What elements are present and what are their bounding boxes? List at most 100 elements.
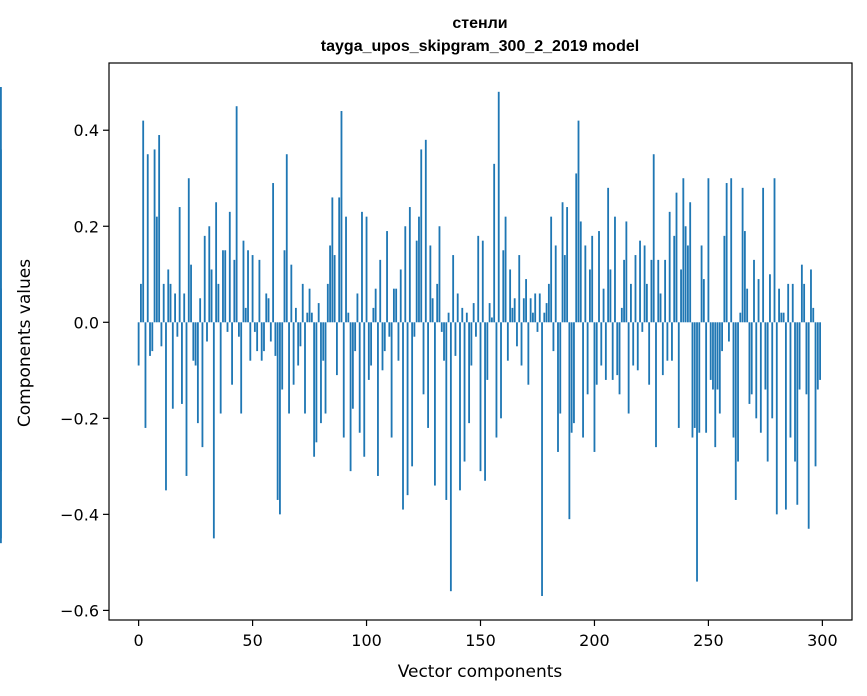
bar-34 (215, 202, 218, 323)
bar-127 (427, 322, 429, 428)
bar-undefined (0, 322, 2, 472)
bar-128 (429, 245, 432, 323)
bar-230 (661, 322, 664, 376)
bar-237 (677, 322, 680, 428)
bar-247 (700, 245, 703, 323)
bar-200 (593, 322, 596, 452)
bar-293 (805, 322, 808, 395)
bar-23 (190, 264, 192, 323)
bar-7 (153, 149, 156, 323)
bar-286 (789, 322, 792, 438)
bar-248 (702, 279, 705, 323)
y-axis-ticks: −0.6 −0.4 −0.2 0.0 0.2 0.4 (60, 121, 109, 620)
bar-288 (794, 322, 796, 462)
bar-10 (160, 322, 163, 347)
bar-63 (281, 322, 284, 390)
bar-229 (659, 293, 662, 323)
bar-25 (194, 322, 197, 366)
bar-73 (304, 322, 306, 414)
bar-49 (249, 322, 252, 361)
bar-24 (192, 322, 195, 361)
bar-266 (743, 231, 746, 323)
bar-277 (769, 274, 771, 323)
bar-18 (178, 207, 181, 323)
bar-84 (329, 245, 331, 323)
bar-228 (657, 259, 660, 323)
bar-227 (655, 322, 657, 448)
bar-1 (140, 283, 142, 323)
bar-51 (253, 322, 256, 332)
bar-190 (570, 322, 573, 433)
bar-222 (643, 245, 646, 323)
bar-181 (550, 216, 553, 323)
x-tick-label: 50 (242, 631, 262, 650)
bar-119 (408, 207, 411, 323)
bar-undefined (0, 288, 2, 323)
bar-19 (181, 322, 183, 404)
bar-105 (377, 322, 379, 476)
bar-81 (322, 322, 325, 361)
bar-undefined (0, 307, 2, 323)
bar-60 (274, 322, 277, 356)
bar-undefined (0, 322, 2, 395)
bar-196 (584, 245, 587, 323)
bar-283 (782, 312, 785, 323)
bar-66 (288, 322, 290, 414)
bar-145 (468, 322, 471, 424)
bar-11 (162, 283, 165, 323)
bar-258 (725, 183, 728, 323)
bar-160 (502, 250, 505, 323)
bar-279 (773, 178, 776, 323)
bar-135 (445, 322, 448, 500)
bar-272 (757, 279, 760, 323)
bar-65 (285, 154, 288, 323)
bar-209 (614, 216, 616, 323)
bar-142 (461, 307, 464, 323)
bar-106 (379, 259, 382, 323)
bar-287 (791, 283, 794, 323)
bar-6 (151, 322, 154, 352)
bar-198 (588, 269, 591, 323)
bar-195 (582, 322, 584, 438)
bar-213 (623, 259, 625, 323)
bar-102 (370, 322, 373, 366)
bar-151 (481, 240, 484, 323)
bar-273 (759, 322, 762, 433)
bar-92 (347, 312, 350, 323)
bar-289 (796, 322, 799, 505)
bar-87 (336, 322, 338, 376)
bar-80 (320, 322, 322, 424)
bar-158 (497, 91, 500, 323)
bar-202 (598, 231, 600, 323)
bar-177 (541, 322, 543, 596)
bar-179 (545, 303, 548, 323)
bar-285 (787, 283, 790, 323)
bar-95 (354, 322, 357, 352)
x-tick-label: 200 (579, 631, 610, 650)
bar-264 (739, 312, 742, 323)
bar-244 (693, 322, 696, 428)
bar-284 (784, 322, 787, 510)
bar-76 (310, 312, 313, 323)
bar-184 (557, 322, 559, 452)
bar-231 (664, 259, 667, 323)
bar-138 (452, 255, 455, 323)
bar-275 (764, 322, 767, 390)
bar-232 (666, 322, 669, 361)
bar-132 (438, 226, 441, 323)
bar-185 (559, 322, 562, 414)
bar-9 (158, 135, 161, 323)
bar-167 (518, 255, 521, 323)
bar-64 (283, 250, 286, 323)
bar-21 (185, 322, 188, 476)
bar-45 (240, 322, 243, 414)
bar-203 (600, 322, 603, 366)
bar-221 (641, 322, 644, 332)
bar-260 (730, 178, 733, 323)
bar-282 (780, 312, 783, 323)
bar-218 (634, 255, 637, 323)
bar-140 (456, 293, 459, 323)
bar-32 (210, 269, 213, 323)
bar-122 (415, 240, 418, 323)
